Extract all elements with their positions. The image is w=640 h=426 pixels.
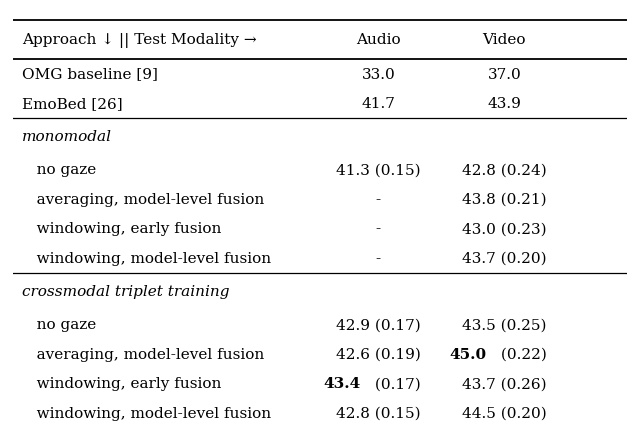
Text: 43.4: 43.4: [324, 377, 361, 391]
Text: 37.0: 37.0: [488, 67, 521, 81]
Text: Video: Video: [483, 33, 526, 47]
Text: 42.6 (0.19): 42.6 (0.19): [336, 347, 421, 361]
Text: 42.8 (0.15): 42.8 (0.15): [336, 406, 420, 420]
Text: -: -: [376, 251, 381, 265]
Text: 43.0 (0.23): 43.0 (0.23): [462, 222, 547, 236]
Text: 44.5 (0.20): 44.5 (0.20): [462, 406, 547, 420]
Text: OMG baseline [9]: OMG baseline [9]: [22, 67, 158, 81]
Text: 43.7 (0.26): 43.7 (0.26): [462, 377, 547, 391]
Text: 41.7: 41.7: [362, 97, 396, 111]
Text: (0.22): (0.22): [496, 347, 547, 361]
Text: windowing, model-level fusion: windowing, model-level fusion: [22, 251, 271, 265]
Text: 43.8 (0.21): 43.8 (0.21): [462, 193, 547, 207]
Text: windowing, early fusion: windowing, early fusion: [22, 377, 221, 391]
Text: EmoBed [26]: EmoBed [26]: [22, 97, 123, 111]
Text: -: -: [376, 222, 381, 236]
Text: 33.0: 33.0: [362, 67, 396, 81]
Text: 42.9 (0.17): 42.9 (0.17): [336, 318, 420, 331]
Text: Audio: Audio: [356, 33, 401, 47]
Text: crossmodal triplet training: crossmodal triplet training: [22, 285, 230, 299]
Text: windowing, early fusion: windowing, early fusion: [22, 222, 221, 236]
Text: 42.8 (0.24): 42.8 (0.24): [462, 163, 547, 177]
Text: 43.9: 43.9: [488, 97, 521, 111]
Text: 45.0: 45.0: [450, 347, 487, 361]
Text: (0.17): (0.17): [370, 377, 420, 391]
Text: 43.5 (0.25): 43.5 (0.25): [462, 318, 547, 331]
Text: averaging, model-level fusion: averaging, model-level fusion: [22, 193, 264, 207]
Text: windowing, model-level fusion: windowing, model-level fusion: [22, 406, 271, 420]
Text: averaging, model-level fusion: averaging, model-level fusion: [22, 347, 264, 361]
Text: Approach ↓ || Test Modality →: Approach ↓ || Test Modality →: [22, 33, 257, 48]
Text: no gaze: no gaze: [22, 163, 96, 177]
Text: 43.7 (0.20): 43.7 (0.20): [462, 251, 547, 265]
Text: monomodal: monomodal: [22, 130, 112, 144]
Text: -: -: [376, 193, 381, 207]
Text: 41.3 (0.15): 41.3 (0.15): [336, 163, 420, 177]
Text: no gaze: no gaze: [22, 318, 96, 331]
